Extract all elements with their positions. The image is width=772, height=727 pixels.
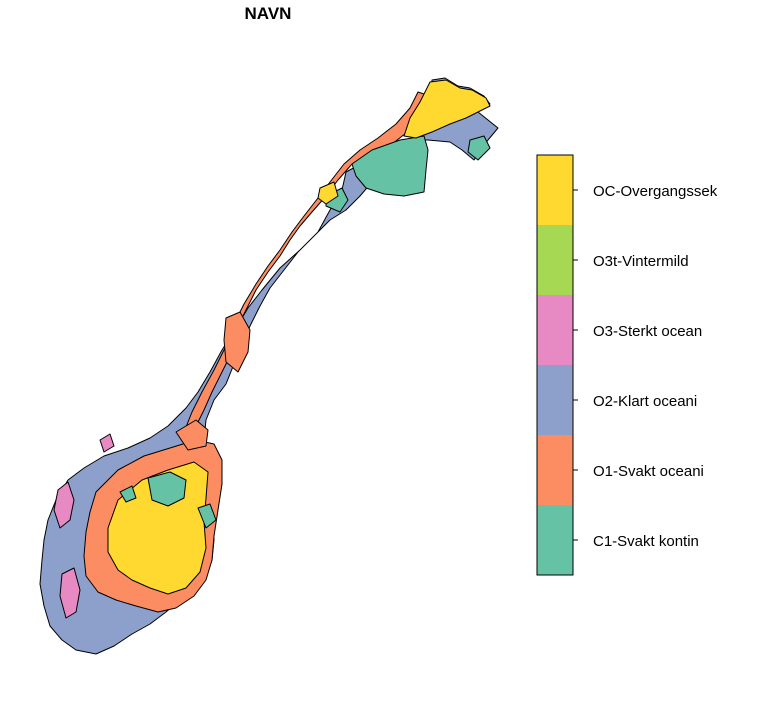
legend-swatch-oc-overgangssek (537, 155, 573, 225)
region-c1-svakt-kontin-north (351, 135, 429, 197)
region-c1-svakt-kontin-south-1 (147, 471, 187, 507)
region-c1-east-finnmark (467, 135, 491, 161)
region-c1-svakt-kontin-south-3 (119, 485, 137, 503)
legend-label-c1-svakt-kontin: C1-Svakt kontin (593, 533, 699, 550)
legend: OC-Overgangssek O3t-Vintermild O3-Sterkt… (536, 154, 718, 576)
legend-swatch-o3-sterkt-ocean (537, 295, 573, 365)
legend-label-o3t-vintermild: O3t-Vintermild (593, 253, 689, 270)
legend-swatch-c1-svakt-kontin (537, 505, 573, 575)
legend-swatch-o1-svakt-oceani (537, 435, 573, 505)
legend-swatch-o2-klart-oceani (537, 365, 573, 435)
norway-map (39, 77, 499, 655)
legend-label-o3-sterkt-ocean: O3-Sterkt ocean (593, 323, 702, 340)
region-c1-svakt-kontin-south-2 (197, 503, 217, 529)
legend-label-o1-svakt-oceani: O1-Svakt oceani (593, 463, 704, 480)
map-title: NAVN (244, 4, 292, 23)
region-o3-sterkt-ocean-3 (99, 433, 115, 453)
region-o1-mid-2 (175, 419, 209, 451)
legend-label-o2-klart-oceani: O2-Klart oceani (593, 393, 697, 410)
legend-border (536, 154, 574, 576)
region-o3-sterkt-ocean-1 (53, 481, 75, 529)
region-oc-small-north (317, 181, 339, 205)
region-oc-overgangssek-north (403, 79, 491, 139)
legend-swatch-o3t-vintermild (537, 225, 573, 295)
region-o1-mid-1 (223, 311, 251, 373)
region-o3-sterkt-ocean-2 (59, 567, 81, 619)
legend-label-oc-overgangssek: OC-Overgangssek (593, 183, 718, 200)
